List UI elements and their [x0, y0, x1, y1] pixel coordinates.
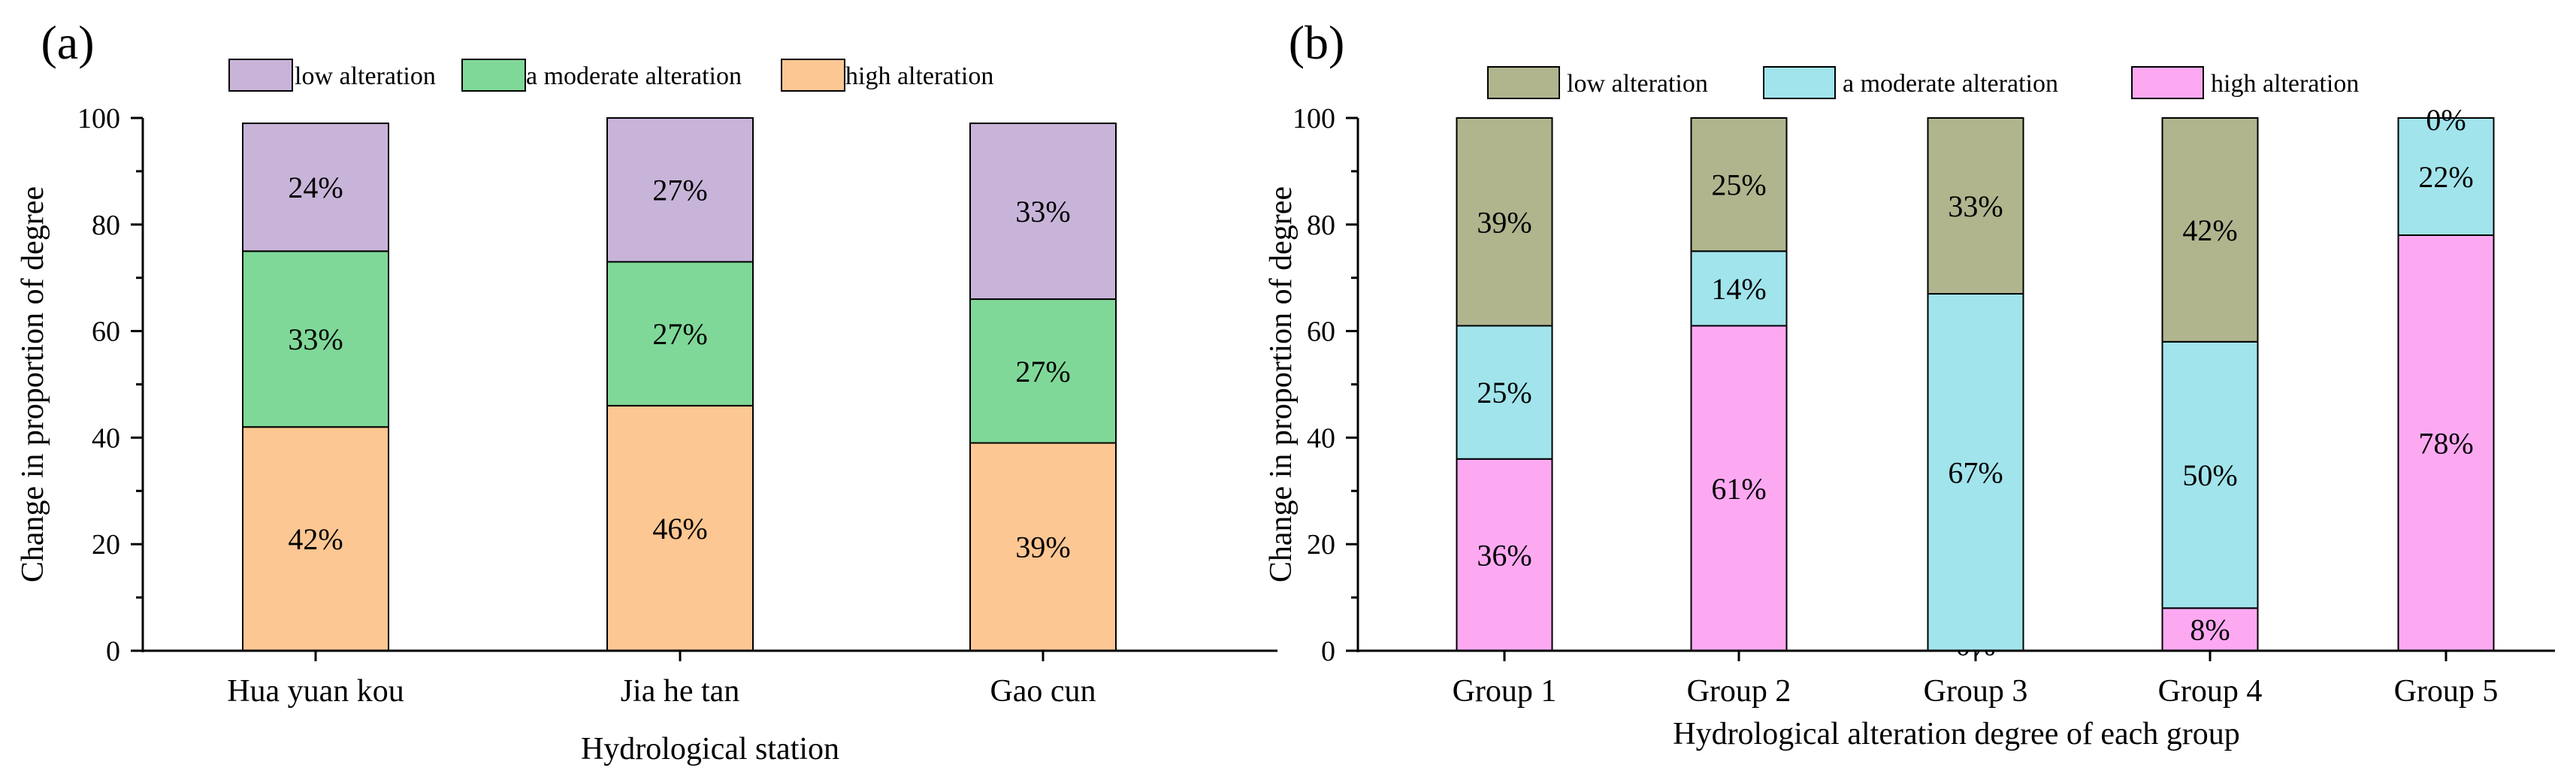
panel-b-y-tick-label: 60	[1307, 316, 1335, 348]
panel-b-bar-3-a-moderate-alteration	[1927, 292, 2024, 651]
panel-a-legend-label-1: a moderate alteration	[526, 62, 742, 90]
panel-a-bar-1-high-alteration	[242, 426, 389, 651]
panel-b-bar-4-a-moderate-alteration	[2161, 340, 2259, 609]
panel-b-y-tick-label: 80	[1307, 210, 1335, 241]
panel-a-data-label-3-2: 33%	[1015, 195, 1070, 228]
panel-a-y-tick-label: 60	[92, 316, 120, 348]
panel-a-legend-label-0: low alteration	[295, 62, 436, 90]
panel-a-data-label-2-0: 46%	[652, 512, 707, 546]
panel-b-y-axis-title: Change in proportion of degree	[1264, 186, 1299, 582]
panel-b-bar-4-high-alteration	[2161, 607, 2259, 652]
panel-b-bar-5-a-moderate-alteration	[2397, 117, 2495, 236]
panel-a-letter: (a)	[41, 16, 94, 69]
panel-a-data-label-3-1: 27%	[1015, 355, 1070, 388]
panel-b-category-label-1: Group 1	[1453, 674, 1557, 709]
panel-b-data-label-4-2: 42%	[2182, 213, 2237, 247]
panel-a-y-axis-title: Change in proportion of degree	[16, 186, 50, 582]
panel-b-legend-swatch-1	[1763, 66, 1836, 99]
panel-a-bar-1-a-moderate-alteration	[242, 250, 389, 428]
panel-a-data-label-1-2: 24%	[288, 171, 343, 204]
panel-b-data-label-5-1: 22%	[2418, 160, 2473, 194]
panel-a-y-tick-label: 80	[92, 210, 120, 241]
panel-b-data-label-1-2: 39%	[1477, 205, 1531, 239]
panel-a-y-tick-label: 100	[77, 103, 120, 135]
panel-a-data-label-1-1: 33%	[288, 322, 343, 356]
panel-a-bar-3-low-alteration	[969, 122, 1117, 301]
panel-b-x-axis-title: Hydrological alteration degree of each g…	[1673, 717, 2240, 751]
panel-b-data-label-2-1: 14%	[1711, 272, 1766, 306]
panel-b-bar-2-low-alteration	[1690, 117, 1788, 252]
panel-b-bar-4-low-alteration	[2161, 117, 2259, 343]
panel-b-letter: (b)	[1289, 16, 1345, 69]
panel-b-category-label-4: Group 4	[2158, 674, 2263, 709]
panel-b-data-label-2-0: 61%	[1711, 472, 1766, 506]
panel-a-y-tick-label: 20	[92, 529, 120, 561]
panel-b-data-label-5-0: 78%	[2418, 426, 2473, 460]
panel-b-legend-label-1: a moderate alteration	[1843, 70, 2058, 98]
panel-a-data-label-3-0: 39%	[1015, 531, 1070, 564]
panel-b-bar-1-high-alteration	[1456, 458, 1553, 652]
panel-a-bar-2-a-moderate-alteration	[606, 261, 754, 407]
panel-b-legend-swatch-2	[2131, 66, 2204, 99]
panel-b-y-tick-label: 100	[1293, 103, 1335, 135]
panel-a-bar-2-low-alteration	[606, 117, 754, 263]
panel-a-y-tick-label: 0	[106, 636, 120, 667]
panel-b-data-label-1-0: 36%	[1477, 538, 1531, 572]
panel-b-y-tick-label: 0	[1321, 636, 1335, 667]
panel-a-y-tick-label: 40	[92, 422, 120, 454]
panel-a-category-label-1: Hua yuan kou	[227, 674, 404, 709]
panel-b-data-label-5-2: 0%	[2426, 103, 2466, 137]
panel-a-category-label-2: Jia he tan	[621, 674, 740, 709]
panel-a-data-label-2-2: 27%	[652, 174, 707, 207]
panel-b-y-tick-label: 20	[1307, 529, 1335, 561]
panel-b-bar-1-low-alteration	[1456, 117, 1553, 327]
panel-a-bar-1-low-alteration	[242, 122, 389, 252]
panel-b-legend-label-2: high alteration	[2211, 70, 2359, 98]
panel-a-legend-label-2: high alteration	[845, 62, 993, 90]
panel-b-data-label-3-2: 33%	[1948, 189, 2003, 223]
panel-b-data-label-1-1: 25%	[1477, 376, 1531, 410]
panel-a-category-label-3: Gao cun	[990, 674, 1096, 709]
panel-a-bar-2-high-alteration	[606, 404, 754, 651]
panel-b-data-label-3-1: 67%	[1948, 455, 2003, 489]
panel-b-bar-1-a-moderate-alteration	[1456, 325, 1553, 460]
panel-a-chart: (a) low alteration a moderate alteration hi…	[16, 16, 1277, 766]
panel-b-data-label-4-1: 50%	[2182, 458, 2237, 492]
panel-b-bar-2-a-moderate-alteration	[1690, 250, 1788, 327]
panel-b-bar-2-high-alteration	[1690, 325, 1788, 651]
panel-b-category-label-5: Group 5	[2394, 674, 2499, 709]
panel-a-bar-3-a-moderate-alteration	[969, 298, 1117, 444]
panel-b-legend-label-0: low alteration	[1567, 70, 1708, 98]
panel-a-legend-swatch-2	[781, 59, 845, 92]
panel-b-bar-3-low-alteration	[1927, 117, 2024, 295]
panel-b-data-label-4-0: 8%	[2190, 613, 2230, 647]
panel-a-data-label-1-0: 42%	[288, 522, 343, 556]
panel-b-category-label-3: Group 3	[1924, 674, 2028, 709]
panel-b-y-tick-label: 40	[1307, 422, 1335, 454]
panel-a-data-label-2-1: 27%	[652, 317, 707, 351]
panel-a-x-axis-title: Hydrological station	[581, 732, 839, 766]
panel-a-legend-swatch-0	[228, 59, 293, 92]
panel-b-category-label-2: Group 2	[1687, 674, 1791, 709]
panel-a-legend-swatch-1	[461, 59, 526, 92]
panel-b-legend-swatch-0	[1487, 66, 1560, 99]
panel-b-data-label-2-2: 25%	[1711, 168, 1766, 202]
panel-b-chart: (b) low alteration a moderate alteration hi…	[1264, 16, 2555, 751]
